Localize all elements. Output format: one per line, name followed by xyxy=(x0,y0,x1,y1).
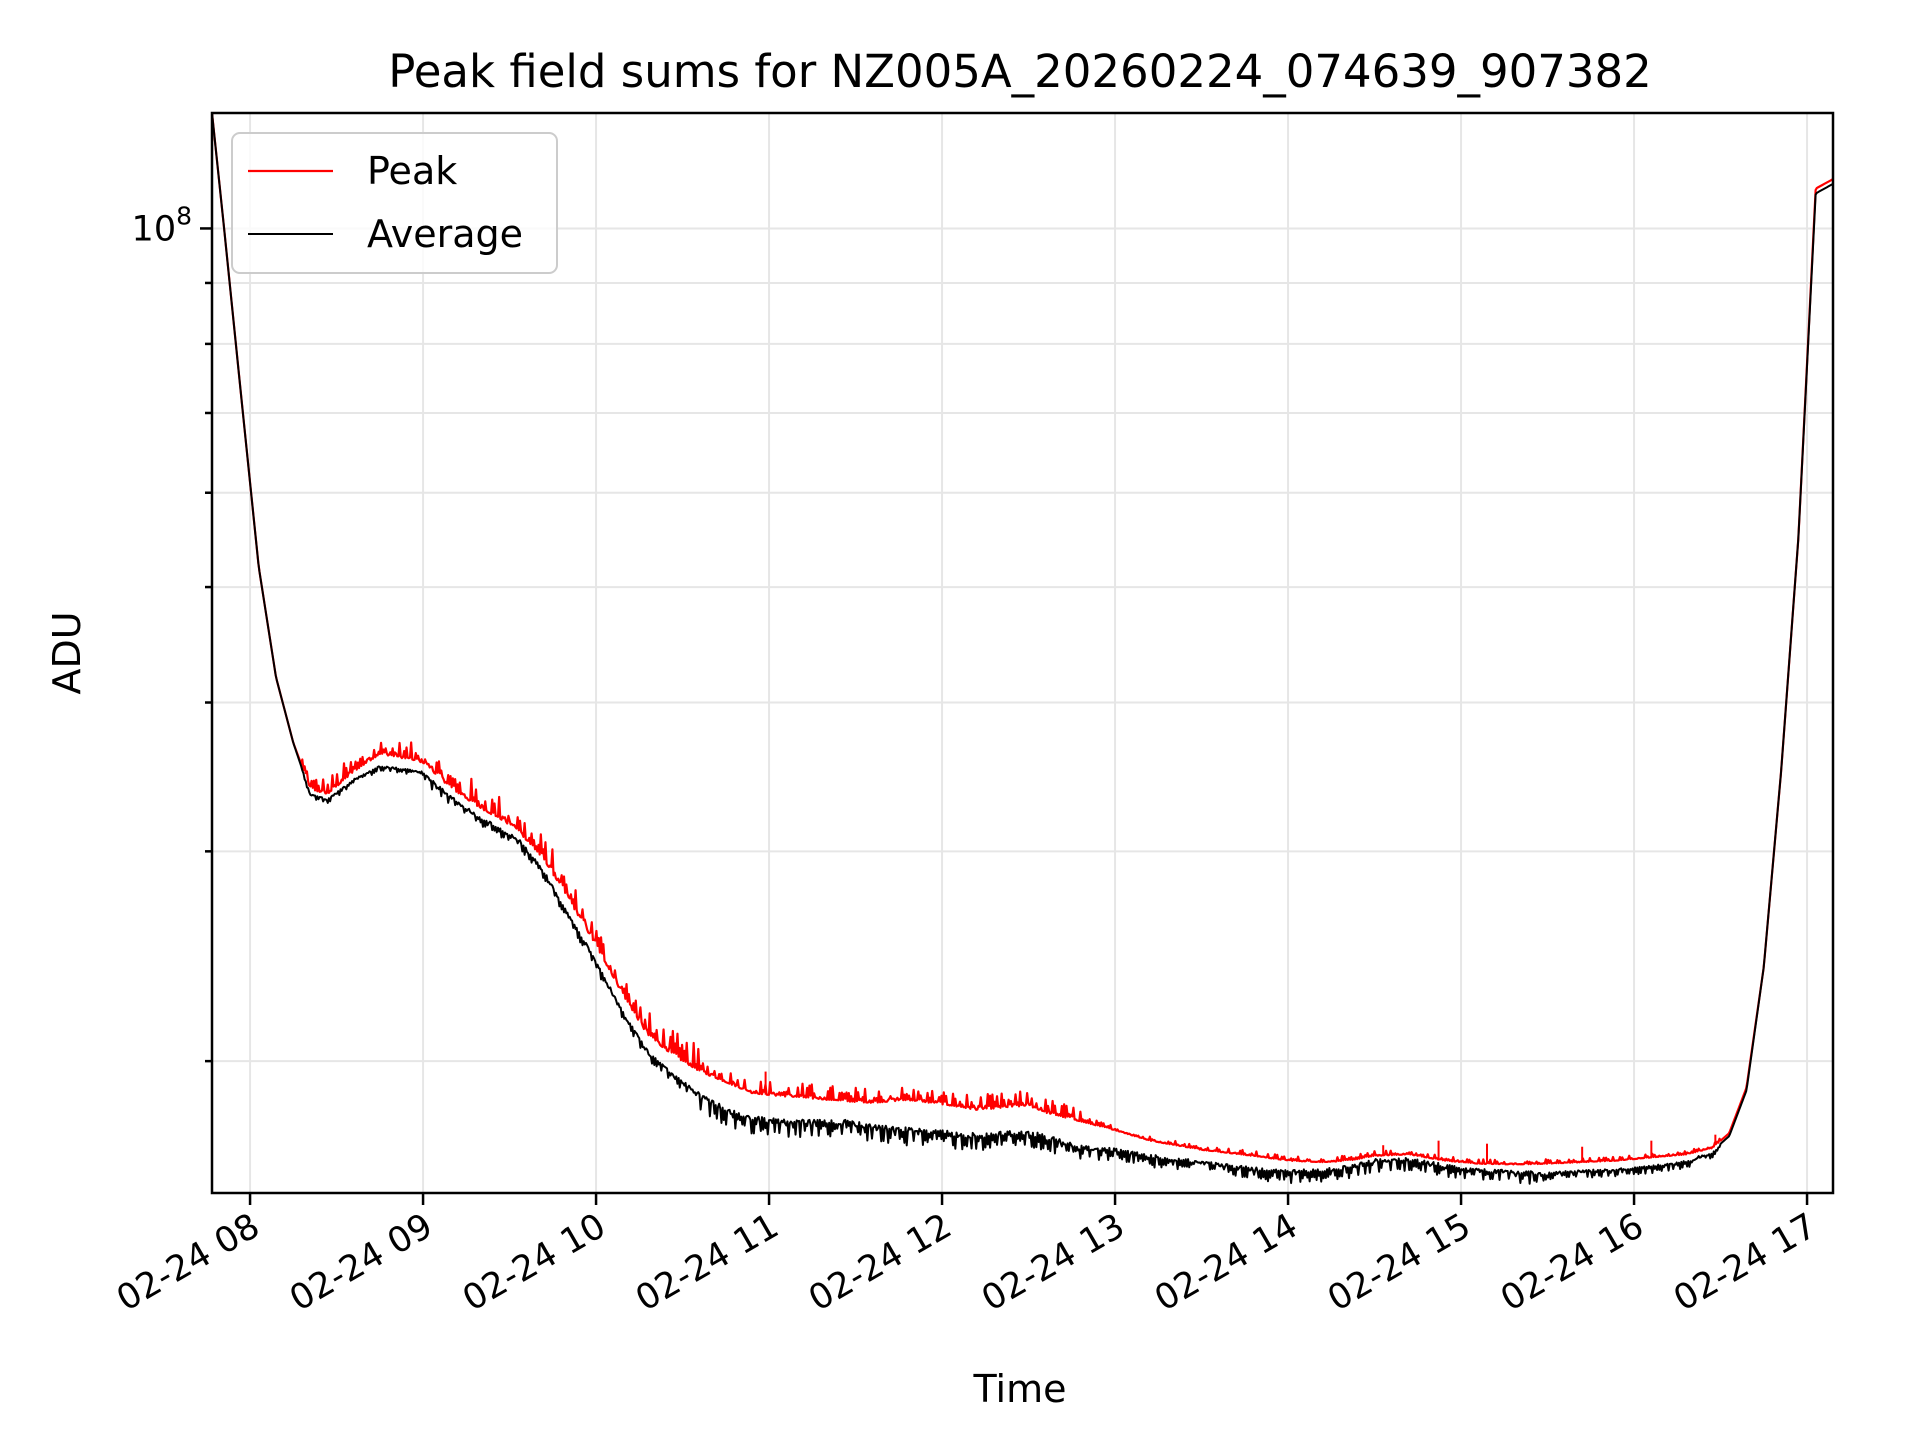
y-axis-ticks: 108 xyxy=(132,201,212,1063)
chart-title: Peak field sums for NZ005A_20260224_0746… xyxy=(388,45,1652,98)
legend-label-peak: Peak xyxy=(367,149,457,193)
x-gridlines xyxy=(249,113,1809,1193)
series-line-average xyxy=(212,113,1833,1185)
legend-box xyxy=(231,132,558,274)
axes-frame xyxy=(210,111,1835,1195)
legend: Peak Average xyxy=(231,132,558,274)
legend-label-average: Average xyxy=(367,212,523,256)
series-line-peak xyxy=(212,113,1833,1166)
plot-area xyxy=(212,113,1833,1185)
y-tick-label: 108 xyxy=(132,201,192,249)
y-axis-label: ADU xyxy=(45,611,89,694)
x-axis-label: Time xyxy=(973,1367,1067,1411)
